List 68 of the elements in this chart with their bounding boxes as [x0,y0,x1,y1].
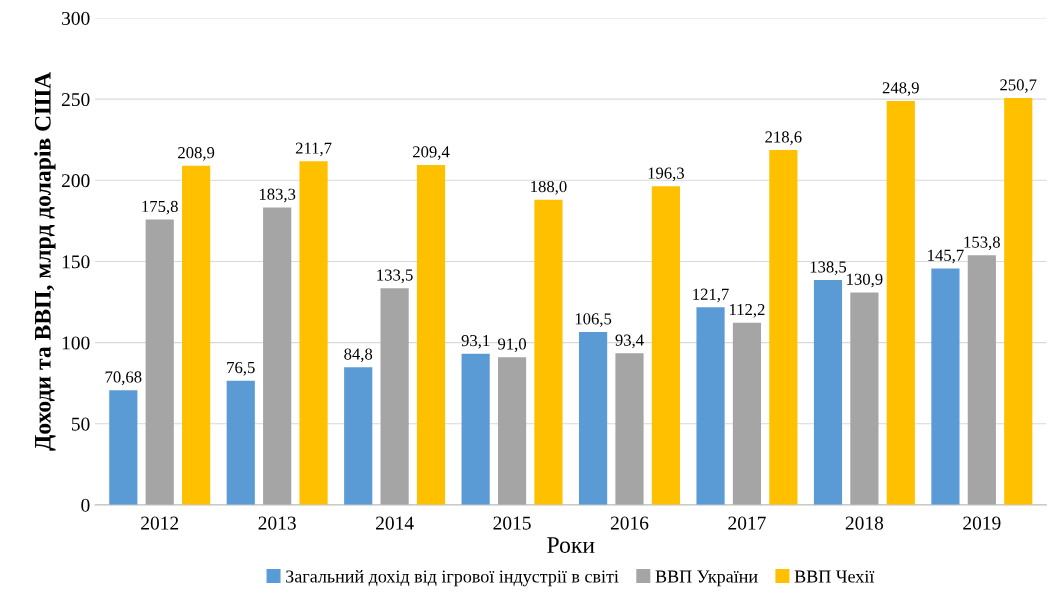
bar [461,353,490,505]
data-label: 248,9 [882,82,919,96]
bar [850,292,879,505]
data-label: 175,8 [142,200,178,215]
bar [931,268,960,505]
data-label: 70,68 [105,371,142,385]
bar [886,100,915,505]
x-axis-title: Роки [547,537,595,553]
data-label: 112,2 [729,304,765,318]
data-label: 130,9 [847,273,883,288]
y-tick-label: 250 [61,92,90,107]
y-tick-label: 300 [62,11,90,25]
data-label: 93,1 [461,335,490,349]
y-tick-label: 150 [62,255,90,269]
y-tick-label: 200 [61,174,90,188]
data-label: 145,7 [928,249,964,264]
data-label: 106,5 [575,313,612,327]
data-label: 218,6 [765,131,802,145]
data-label: 121,7 [693,288,729,303]
bar [579,332,608,505]
bar [813,280,843,505]
data-label: 138,5 [810,261,847,275]
bar [497,357,527,505]
bar [380,288,409,505]
data-label: 93,4 [615,334,644,349]
data-label: 153,8 [964,236,1000,251]
data-label: 188,0 [531,180,567,195]
bar [416,165,446,505]
data-label: 133,5 [377,269,413,284]
y-tick-label: 50 [71,417,90,431]
bar [732,322,762,505]
data-label: 250,7 [1000,79,1037,93]
x-tick-label: 2013 [258,516,296,530]
x-tick-label: 2018 [845,516,884,530]
data-label: 76,5 [227,361,255,376]
data-label: 208,9 [178,147,215,161]
legend-label: ВВП Чехії [794,570,875,583]
x-tick-label: 2014 [376,516,414,530]
bar [696,307,725,505]
x-tick-label: 2015 [493,516,531,530]
bar [967,255,996,505]
bar [769,150,798,505]
bar [263,207,292,505]
data-label: 84,8 [344,348,373,363]
bar [615,353,644,505]
data-label: 91,0 [498,338,527,353]
y-axis-title: Доходи та ВВП, млрд доларів США [34,72,56,451]
bar [344,367,373,505]
x-tick-label: 2012 [141,516,179,530]
bar [534,199,563,505]
bar [182,165,211,505]
data-label: 211,7 [295,142,332,157]
bar [1004,98,1033,505]
data-label: 196,3 [648,167,685,182]
bar [299,161,328,505]
data-label: 183,3 [259,188,296,203]
bar [145,219,174,505]
legend-label: Загальний дохід від ігрової індустрії в світі [286,570,619,587]
bar [226,380,255,505]
data-label: 209,4 [413,146,450,160]
legend-label: ВВП України [655,570,758,587]
x-tick-label: 2016 [610,516,649,530]
bar [109,390,138,505]
y-tick-label: 100 [62,336,90,350]
bar [651,186,680,505]
x-tick-label: 2019 [963,516,1001,530]
y-tick-label: 0 [81,498,90,512]
x-tick-label: 2017 [728,516,766,530]
